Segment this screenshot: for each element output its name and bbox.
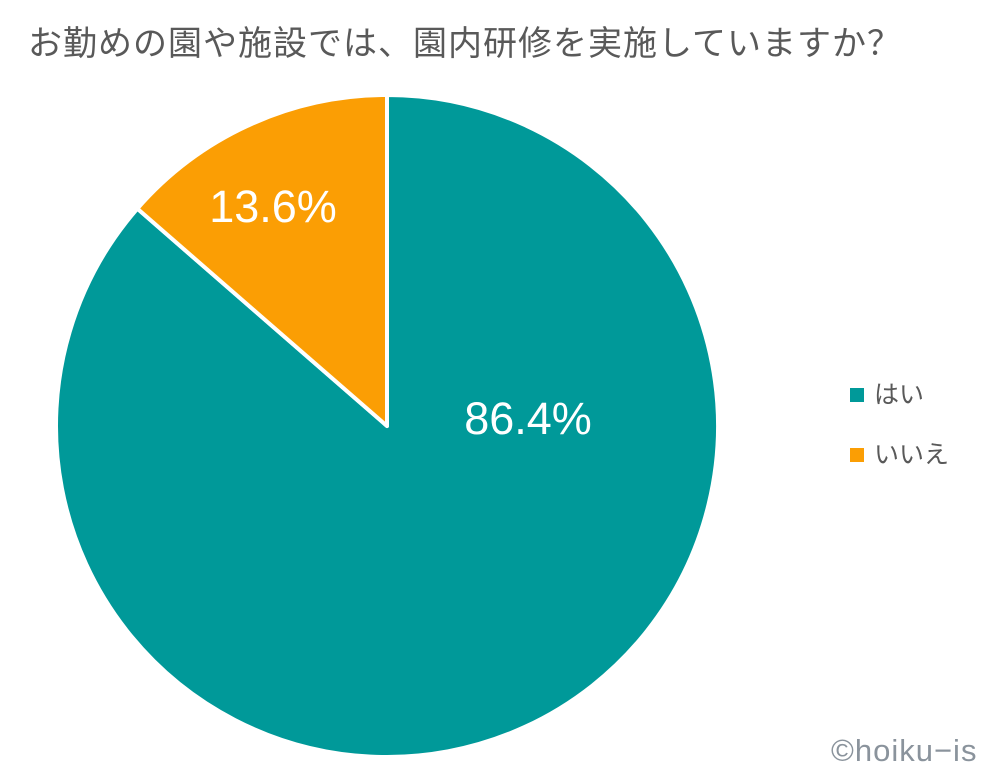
legend-label-yes: はい <box>874 381 925 409</box>
chart-title: お勤めの園や施設では、園内研修を実施していますか？ <box>28 25 902 63</box>
legend: はい いいえ <box>850 378 949 472</box>
slice-data-label-yes: 86.4% <box>464 393 592 444</box>
legend-label-no: いいえ <box>874 441 950 469</box>
legend-swatch-yes-icon <box>850 388 864 402</box>
slice-data-label-no: 13.6% <box>209 181 337 232</box>
watermark: ©hoiku−is <box>831 733 978 768</box>
legend-item-no: いいえ <box>850 438 949 472</box>
legend-swatch-no-icon <box>850 448 864 462</box>
legend-item-yes: はい <box>850 378 949 412</box>
pie-slice-1 <box>135 93 389 428</box>
